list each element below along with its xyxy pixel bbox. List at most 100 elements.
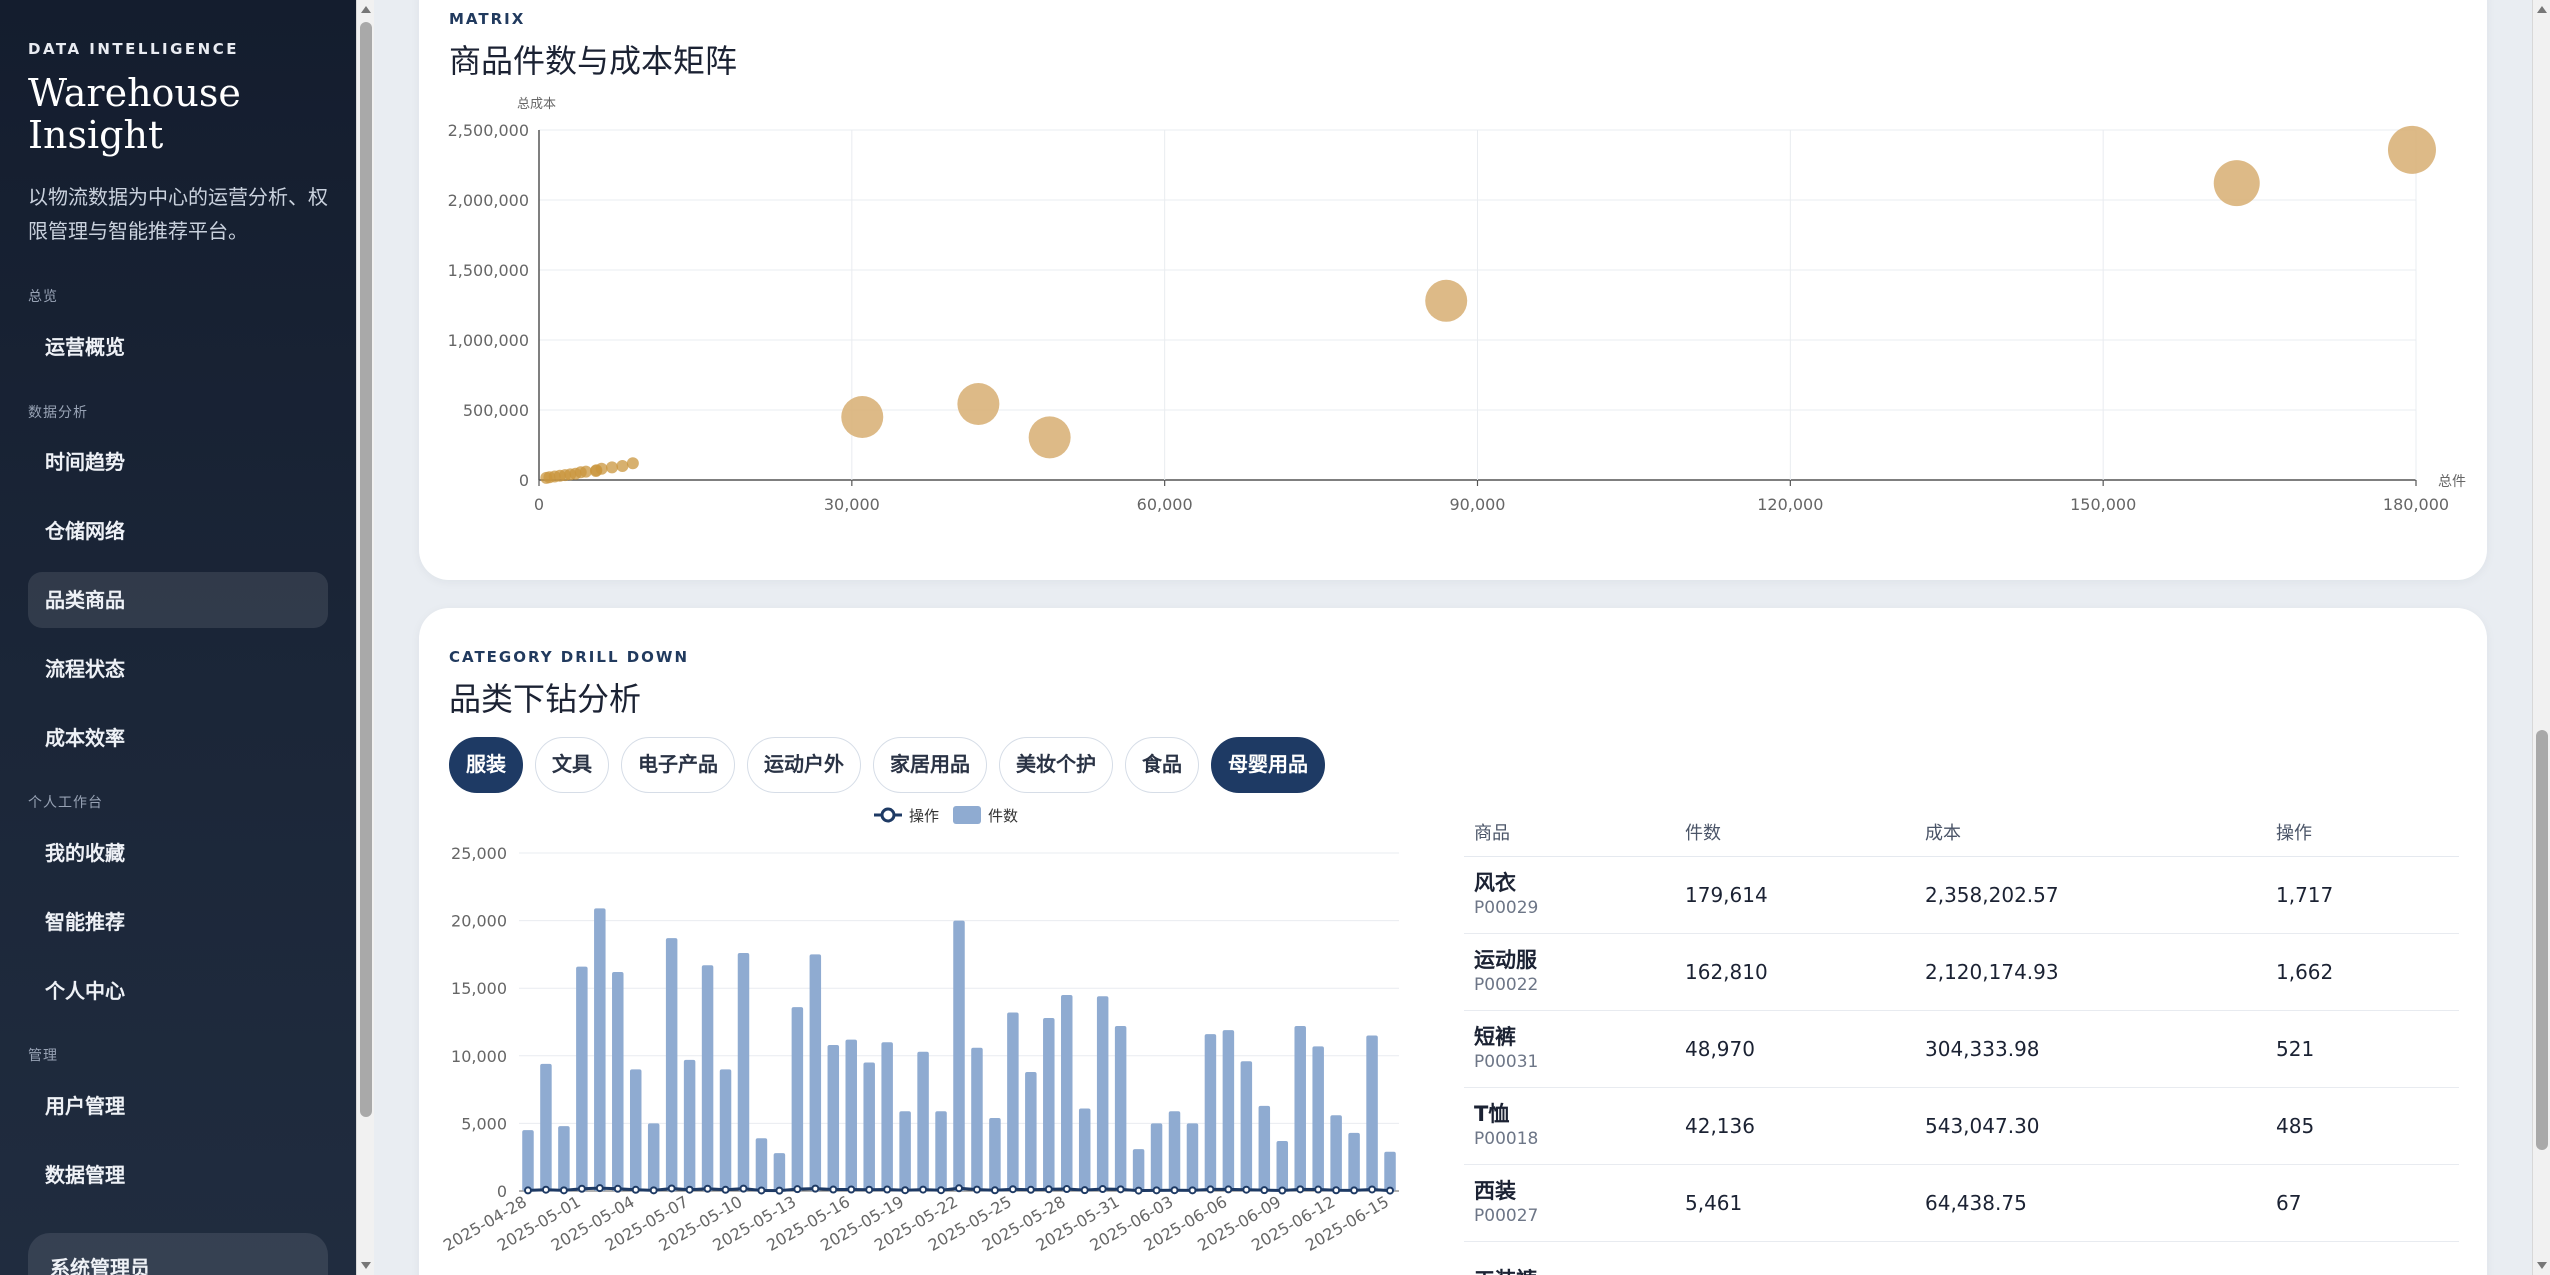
chip-beauty[interactable]: 美妆个护 [999,737,1113,793]
bar[interactable] [791,1007,804,1191]
bar[interactable] [719,1069,732,1191]
ops-point[interactable] [1134,1186,1143,1195]
bar[interactable] [629,1069,642,1191]
bar[interactable] [827,1044,840,1191]
sidebar-item-favorites[interactable]: 我的收藏 [45,841,125,865]
chip-clothing[interactable]: 服装 [449,737,523,793]
ops-point[interactable] [595,1184,604,1193]
ops-point[interactable] [1296,1185,1305,1194]
bar[interactable] [863,1062,875,1191]
ops-point[interactable] [829,1185,838,1194]
bar[interactable] [1043,1017,1055,1191]
ops-point[interactable] [1314,1185,1323,1194]
bar[interactable] [1384,1151,1396,1191]
bar[interactable] [1150,1123,1163,1191]
bar[interactable] [773,1153,786,1191]
ops-point[interactable] [811,1184,820,1193]
bar[interactable] [935,1111,947,1191]
scatter-point[interactable] [2213,160,2260,207]
bar[interactable] [612,971,624,1191]
table-row[interactable]: 短裤 P00031 48,970 304,333.98 521 [1464,1011,2459,1088]
ops-point[interactable] [1080,1186,1089,1195]
ops-point[interactable] [1242,1185,1251,1194]
ops-point[interactable] [919,1185,928,1194]
sidebar-scrollbar-thumb[interactable] [360,22,372,1117]
header-name[interactable]: 商品 [1474,823,1510,844]
daily-bar-chart[interactable]: 操作 件数 05,00010,00015,00020,00025,0002025… [419,798,1419,1275]
bar[interactable] [540,1063,552,1191]
bar[interactable] [1078,1108,1091,1191]
bar[interactable] [917,1051,929,1191]
main-scrollbar[interactable] [2532,0,2550,1275]
bar[interactable] [1168,1111,1181,1191]
table-row[interactable]: 风衣 P00029 179,614 2,358,202.57 1,717 [1464,857,2459,934]
ops-point[interactable] [577,1184,586,1193]
chip-electronics[interactable]: 电子产品 [621,737,735,793]
bar[interactable] [1096,996,1109,1191]
ops-point[interactable] [1152,1186,1161,1195]
bar[interactable] [665,938,678,1191]
chip-food[interactable]: 食品 [1125,737,1199,793]
bar[interactable] [953,920,965,1191]
scatter-point[interactable] [1028,416,1071,459]
ops-point[interactable] [631,1185,640,1194]
scatter-point[interactable] [2387,125,2436,174]
header-op[interactable]: 操作 [2276,823,2312,844]
ops-point[interactable] [613,1184,622,1193]
scatter-point[interactable] [841,396,884,438]
bar[interactable] [594,908,606,1191]
ops-point[interactable] [1170,1186,1179,1195]
bar[interactable] [1061,994,1073,1191]
sidebar-item-ops[interactable]: 运营概览 [45,335,125,359]
sidebar-item-cost[interactable]: 成本效率 [45,726,125,750]
bar[interactable] [1312,1046,1324,1191]
ops-point[interactable] [847,1185,856,1194]
scatter-point[interactable] [626,457,639,470]
bar[interactable] [1276,1140,1289,1191]
bar[interactable] [899,1111,911,1191]
ops-point[interactable] [901,1186,910,1195]
ops-point[interactable] [739,1184,748,1193]
ops-point[interactable] [1188,1186,1197,1195]
ops-point[interactable] [1368,1185,1377,1194]
scatter-point[interactable] [589,464,602,477]
ops-point[interactable] [1260,1186,1269,1195]
bar[interactable] [1258,1105,1271,1191]
bar[interactable] [1186,1123,1199,1191]
scroll-up-arrow-icon[interactable] [361,6,371,13]
ops-point[interactable] [1062,1185,1071,1194]
sidebar-item-data[interactable]: 数据管理 [45,1163,125,1187]
scatter-point[interactable] [616,460,629,472]
sidebar-item-profile[interactable]: 个人中心 [45,979,125,1003]
bar[interactable] [1222,1030,1235,1191]
ops-point[interactable] [667,1184,676,1193]
sidebar-item-network[interactable]: 仓储网络 [45,519,125,543]
bar[interactable] [1348,1132,1360,1191]
chip-outdoor[interactable]: 运动户外 [747,737,861,793]
scroll-down-arrow-icon[interactable] [361,1262,371,1269]
bar[interactable] [1294,1026,1306,1191]
table-row[interactable]: T恤 P00018 42,136 543,047.30 485 [1464,1088,2459,1165]
scroll-down-arrow-icon[interactable] [2537,1262,2547,1269]
bar[interactable] [647,1123,660,1191]
bar[interactable] [1132,1149,1145,1191]
bar[interactable] [881,1042,893,1191]
sidebar-scrollbar[interactable] [356,0,374,1275]
ops-point[interactable] [559,1186,568,1195]
ops-point[interactable] [1116,1185,1125,1194]
bar[interactable] [683,1059,696,1191]
ops-point[interactable] [1044,1185,1053,1194]
ops-point[interactable] [1278,1186,1287,1195]
bar[interactable] [1330,1115,1342,1191]
sidebar-item-process[interactable]: 流程状态 [45,657,125,681]
ops-point[interactable] [1008,1185,1017,1194]
bar[interactable] [1240,1061,1253,1191]
scatter-point[interactable] [1425,279,1468,322]
scatter-point[interactable] [605,461,618,474]
bar[interactable] [1366,1035,1378,1191]
table-row[interactable]: 西装 P00027 5,461 64,438.75 67 [1464,1165,2459,1242]
table-row[interactable]: 运动服 P00022 162,810 2,120,174.93 1,662 [1464,934,2459,1011]
ops-point[interactable] [1098,1185,1107,1194]
ops-point[interactable] [1026,1185,1035,1194]
chip-home[interactable]: 家居用品 [873,737,987,793]
